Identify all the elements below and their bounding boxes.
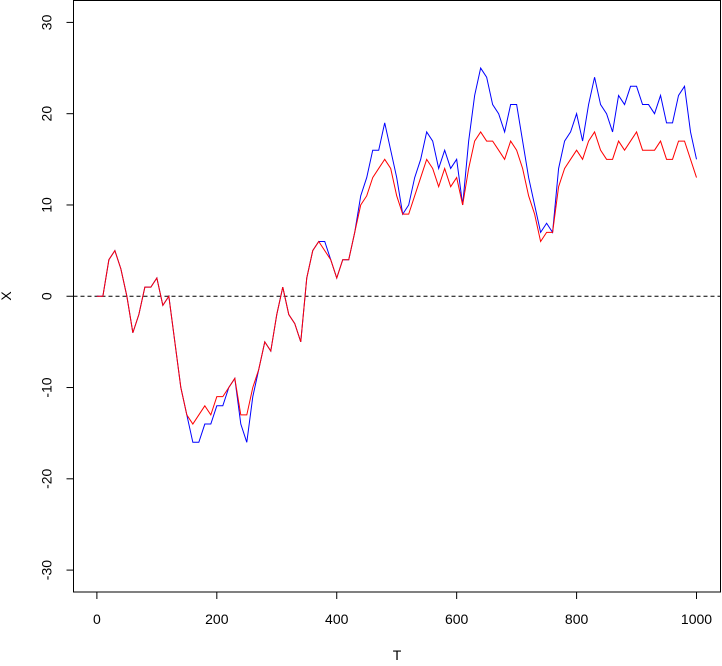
y-tick-label: 30 (39, 14, 55, 30)
x-axis-label: T (393, 647, 402, 663)
series-line (96, 66, 697, 443)
y-tick-label: -30 (39, 560, 55, 580)
x-tick-label: 400 (325, 611, 349, 627)
y-tick-label: 10 (39, 197, 55, 213)
y-tick-label: -20 (39, 468, 55, 488)
y-axis-label: X (0, 291, 14, 301)
x-tick-label: 600 (445, 611, 469, 627)
x-tick-label: 1000 (681, 611, 712, 627)
x-tick-label: 200 (205, 611, 229, 627)
y-tick-label: 20 (39, 106, 55, 122)
x-tick-label: 800 (565, 611, 589, 627)
x-tick-label: 0 (93, 611, 101, 627)
series-line (96, 130, 697, 425)
y-tick-label: -10 (39, 377, 55, 397)
y-tick-label: 0 (39, 292, 55, 300)
